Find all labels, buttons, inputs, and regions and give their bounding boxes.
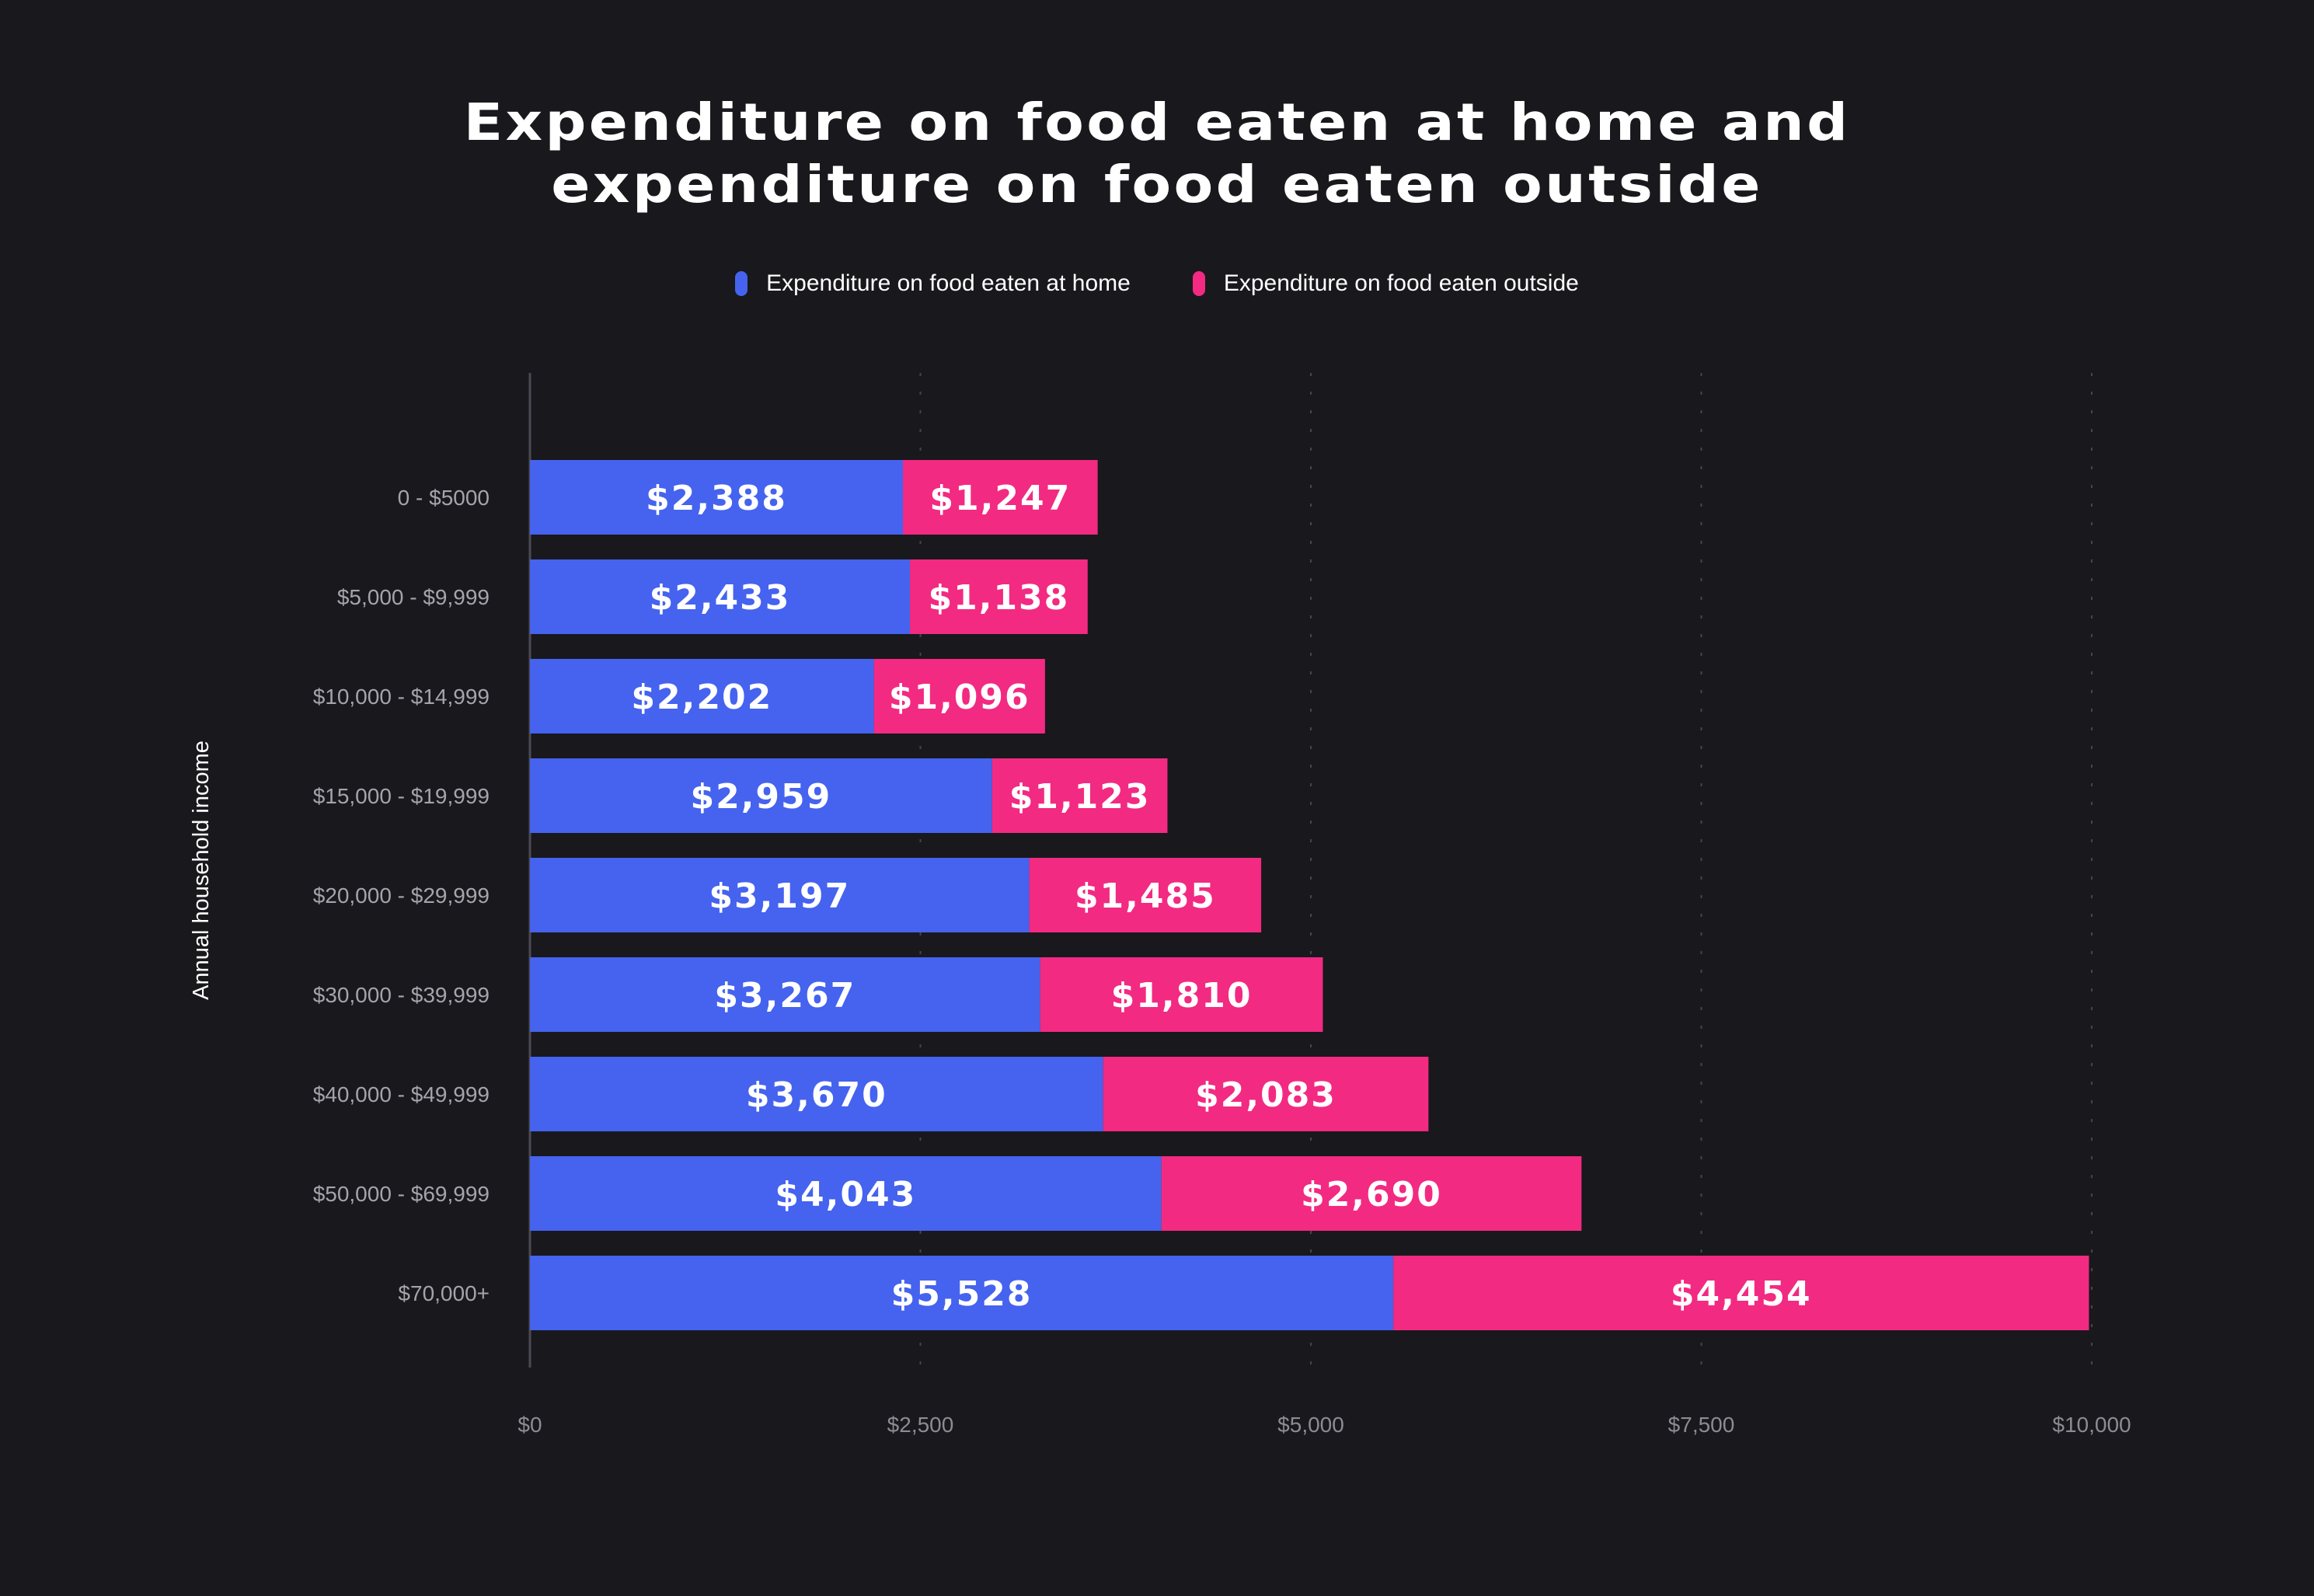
x-tick-label: $10,000 [2052,1413,2131,1437]
x-tick-label: $2,500 [887,1413,954,1437]
bar-label-outside: $1,123 [1009,777,1151,817]
bar-label-outside: $1,485 [1075,876,1216,916]
bar-outside [1040,957,1323,1032]
legend-swatch-outside [1192,271,1205,296]
bar-home [530,858,1030,932]
chart-title-line-2: expenditure on food eaten outside [551,155,1763,214]
bar-label-home: $2,388 [646,479,787,518]
bar-home [530,1256,1394,1330]
bar-home [530,659,874,734]
bar-outside [1161,1156,1582,1231]
y-tick-label: 0 - $5000 [398,486,490,510]
y-tick-label: $50,000 - $69,999 [313,1182,490,1206]
y-tick-label: $40,000 - $49,999 [313,1082,490,1106]
y-tick-label: $15,000 - $19,999 [313,784,490,808]
bar-label-outside: $1,138 [929,578,1070,618]
bar-label-outside: $1,247 [929,479,1071,518]
y-tick-label: $5,000 - $9,999 [337,585,490,609]
x-tick-label: $5,000 [1277,1413,1344,1437]
legend: Expenditure on food eaten at home Expend… [0,270,2314,297]
bar-home [530,1057,1103,1131]
y-tick-label: $10,000 - $14,999 [313,685,490,709]
bar-label-outside: $1,810 [1111,976,1253,1016]
legend-label-outside: Expenditure on food eaten outside [1223,270,1579,296]
y-axis-title: Annual household income [189,741,214,1000]
bar-outside [910,559,1088,634]
y-tick-label: $20,000 - $29,999 [313,883,490,908]
legend-label-home: Expenditure on food eaten at home [766,270,1131,296]
y-tick-label: $30,000 - $39,999 [313,983,490,1007]
bar-home [530,957,1040,1032]
bar-outside [1393,1256,2089,1330]
bar-label-outside: $2,690 [1301,1175,1442,1214]
legend-item-home: Expenditure on food eaten at home [735,270,1131,297]
bar-label-home: $3,670 [746,1075,887,1115]
bar-label-home: $3,197 [709,876,850,916]
bar-home [530,460,903,535]
bar-home [530,559,911,634]
bar-label-outside: $4,454 [1671,1274,1812,1314]
y-tick-label: $70,000+ [398,1281,490,1305]
chart-title: Expenditure on food eaten at home and ex… [0,92,2314,216]
bar-label-home: $2,959 [690,777,831,817]
bar-label-home: $2,202 [631,678,772,717]
bar-outside [1029,858,1262,932]
bar-home [530,1156,1162,1231]
bar-label-home: $4,043 [775,1175,916,1214]
bar-outside [873,659,1045,734]
legend-item-outside: Expenditure on food eaten outside [1192,270,1579,297]
bar-label-outside: $2,083 [1195,1075,1336,1115]
bar-label-home: $2,433 [650,578,791,618]
bar-outside [991,758,1168,833]
x-tick-label: $0 [518,1413,542,1437]
bar-label-home: $5,528 [891,1274,1033,1314]
chart-title-line-1: Expenditure on food eaten at home and [463,92,1851,152]
legend-swatch-home [735,271,748,296]
bar-label-home: $3,267 [714,976,856,1016]
bar-outside [902,460,1098,535]
bar-outside [1103,1057,1429,1131]
bar-label-outside: $1,096 [889,678,1030,717]
x-tick-label: $7,500 [1668,1413,1735,1437]
bar-home [530,758,992,833]
